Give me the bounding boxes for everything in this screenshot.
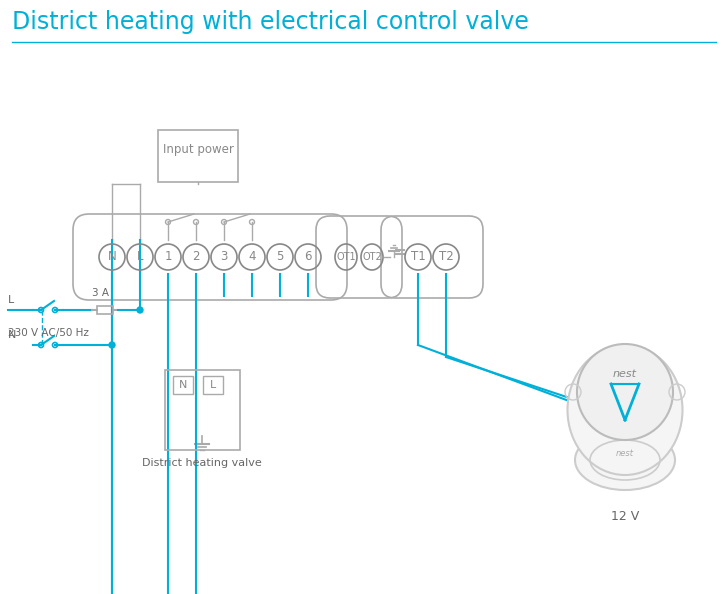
Bar [158,130,238,182]
Text: N: N [179,380,187,390]
Text: 3 A: 3 A [92,288,108,298]
Text: L: L [137,251,143,264]
Text: T2: T2 [439,251,454,264]
Ellipse shape [575,430,675,490]
Bar [203,376,223,394]
Text: T1: T1 [411,251,425,264]
Text: N: N [8,330,16,340]
Text: 12 V: 12 V [611,510,639,523]
Bar [165,370,240,450]
Text: 230 V AC/50 Hz: 230 V AC/50 Hz [8,328,89,338]
Text: District heating with electrical control valve: District heating with electrical control… [12,10,529,34]
Text: 5: 5 [277,251,284,264]
Text: District heating valve: District heating valve [142,458,262,468]
Text: 6: 6 [304,251,312,264]
Text: N: N [108,251,116,264]
Bar [173,376,193,394]
Text: Input power: Input power [162,144,234,156]
Text: 4: 4 [248,251,256,264]
Text: 3: 3 [221,251,228,264]
Circle shape [577,344,673,440]
Text: nest: nest [616,450,634,459]
Text: L: L [210,380,216,390]
Circle shape [109,342,115,348]
Text: L: L [8,295,15,305]
Text: OT1: OT1 [336,252,356,262]
Text: 2: 2 [192,251,199,264]
Text: OT2: OT2 [362,252,382,262]
Text: 1: 1 [165,251,172,264]
Text: nest: nest [613,369,637,379]
Bar [97,306,113,314]
Ellipse shape [568,345,683,475]
Circle shape [137,307,143,313]
